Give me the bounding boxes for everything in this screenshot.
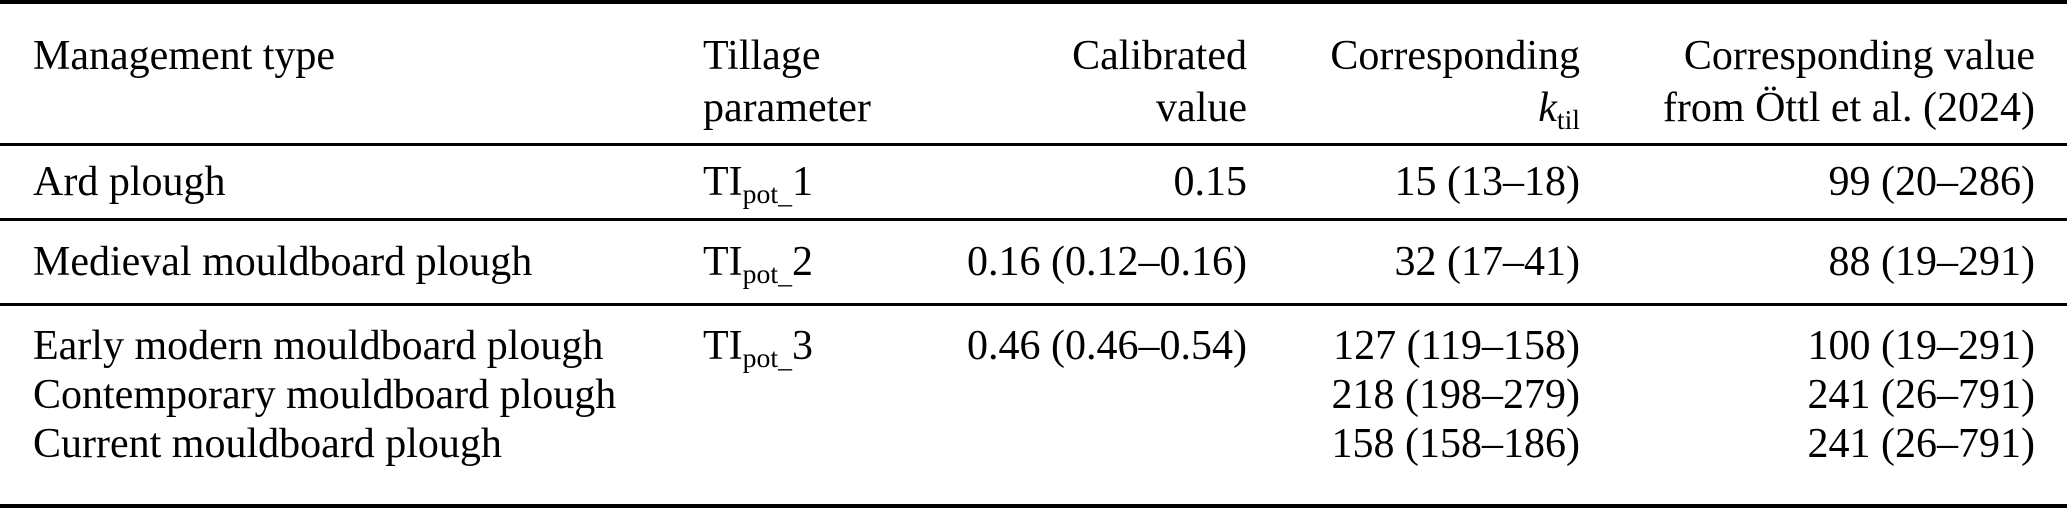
oettl-line: 241 (26–791): [1807, 372, 2035, 418]
cell-tillage-parameter: TIpot_3: [703, 322, 900, 504]
param-base: TI: [703, 239, 743, 285]
ktil-line: 158 (158–186): [1331, 421, 1580, 467]
management-line: Contemporary mouldboard plough: [33, 372, 617, 418]
header-cell-management-type: Management type: [33, 30, 703, 143]
cell-calibrated-value: 0.46 (0.46–0.54): [967, 323, 1247, 369]
header-calibrated-line1: Calibrated: [1072, 33, 1247, 79]
cell-ktil-value: 15 (13–18): [1394, 159, 1580, 205]
header-tillage-line1: Tillage: [703, 33, 821, 79]
cell-oettl-value: 88 (19–291): [1828, 239, 2035, 285]
cell-management: Ard plough: [33, 159, 226, 205]
cell-calibrated-value: 0.16 (0.12–0.16): [967, 239, 1247, 285]
table-row-ard-plough: Ard plough TIpot_1 0.15 15 (13–18) 99 (2…: [0, 143, 2067, 218]
ktil-symbol-subscript: til: [1556, 103, 1580, 135]
header-oettl-line1: Corresponding value: [1683, 33, 2035, 79]
cell-tillage-parameter: TIpot_1: [703, 146, 900, 218]
ktil-symbol-base: k: [1538, 85, 1557, 131]
header-cell-tillage-parameter: Tillage parameter: [703, 30, 900, 143]
header-cell-calibrated-value: Calibrated value: [900, 30, 1247, 143]
table-header-row: Management type Tillage parameter Calibr…: [0, 4, 2067, 143]
param-subscript: pot_: [742, 257, 792, 289]
header-management-label: Management type: [33, 33, 336, 79]
cell-oettl-value: 100 (19–291) 241 (26–791) 241 (26–791): [1580, 322, 2035, 504]
param-tail: 1: [791, 159, 813, 205]
management-line: Early modern mouldboard plough: [33, 323, 604, 369]
header-calibrated-line2: value: [1156, 85, 1247, 131]
cell-ktil-value: 127 (119–158) 218 (198–279) 158 (158–186…: [1247, 322, 1580, 504]
management-line: Current mouldboard plough: [33, 421, 502, 467]
header-ktil-symbol: ktil: [1247, 82, 1580, 134]
header-oettl-line2: from Öttl et al. (2024): [1662, 85, 2035, 131]
param-base: TI: [703, 323, 743, 369]
cell-ktil-value: 32 (17–41): [1394, 239, 1580, 285]
header-ktil-line1: Corresponding: [1330, 33, 1580, 79]
oettl-line: 241 (26–791): [1807, 421, 2035, 467]
table-row-modern-mouldboard-ploughs: Early modern mouldboard plough Contempor…: [0, 303, 2067, 504]
header-tillage-line2: parameter: [703, 85, 871, 131]
cell-oettl-value: 99 (20–286): [1828, 159, 2035, 205]
table-row-medieval-mouldboard-plough: Medieval mouldboard plough TIpot_2 0.16 …: [0, 218, 2067, 303]
cell-management: Medieval mouldboard plough: [33, 239, 533, 285]
param-subscript: pot_: [742, 341, 792, 373]
oettl-line: 100 (19–291): [1807, 323, 2035, 369]
param-tail: 3: [791, 323, 813, 369]
param-base: TI: [703, 159, 743, 205]
ktil-line: 218 (198–279): [1331, 372, 1580, 418]
cell-tillage-parameter: TIpot_2: [703, 221, 900, 303]
cell-management: Early modern mouldboard plough Contempor…: [33, 322, 703, 504]
cell-calibrated-value: 0.15: [1173, 159, 1248, 205]
header-cell-corresponding-ktil: Corresponding ktil: [1247, 30, 1580, 143]
ktil-line: 127 (119–158): [1333, 323, 1580, 369]
header-cell-oettl-value: Corresponding value from Öttl et al. (20…: [1580, 30, 2035, 143]
param-subscript: pot_: [742, 177, 792, 209]
param-tail: 2: [791, 239, 813, 285]
